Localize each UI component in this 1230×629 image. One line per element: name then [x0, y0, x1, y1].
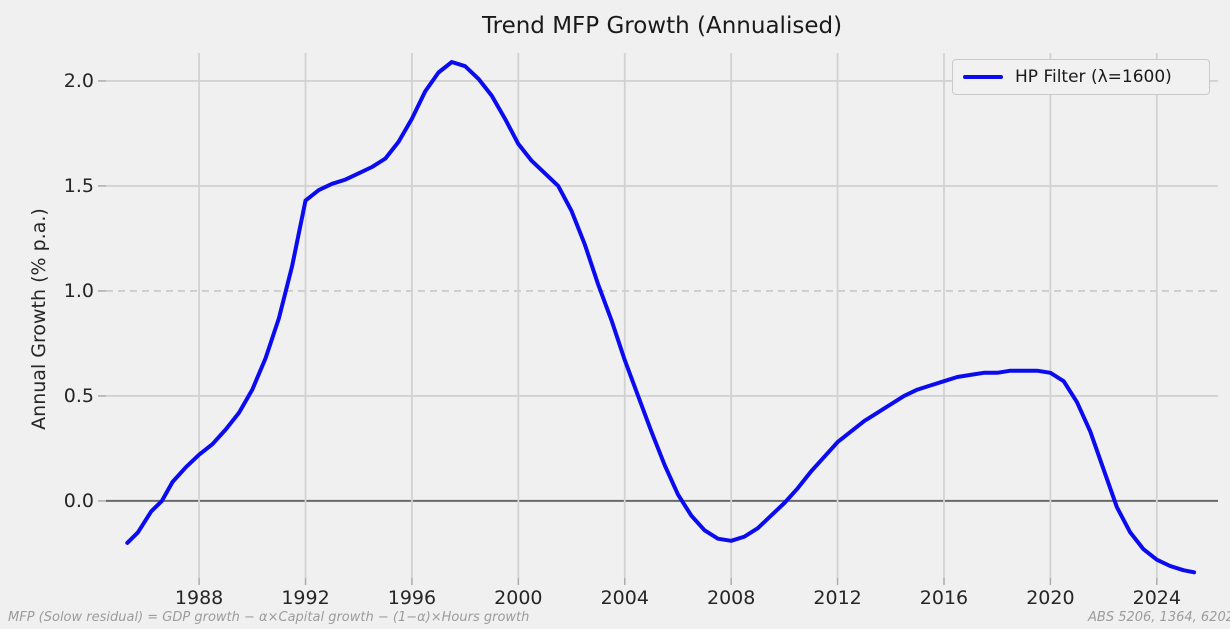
- x-tick-label: 2012: [813, 587, 861, 609]
- legend-line-swatch-icon: [963, 75, 1003, 79]
- y-axis-label: Annual Growth (% p.a.): [28, 208, 50, 430]
- footnote-source: ABS 5206, 1364, 6202: [1088, 610, 1230, 625]
- x-tick-label: 2008: [707, 587, 755, 609]
- x-tick-label: 2000: [494, 587, 542, 609]
- y-tick-label: 0.5: [64, 385, 94, 407]
- footnote-formula: MFP (Solow residual) = GDP growth − α×Ca…: [8, 610, 530, 625]
- y-tick-label: 1.5: [64, 175, 94, 197]
- y-tick-label: 2.0: [64, 70, 94, 92]
- x-tick-label: 2020: [1026, 587, 1074, 609]
- x-tick-label: 1996: [388, 587, 436, 609]
- x-tick-label: 1988: [175, 587, 223, 609]
- x-tick-label: 2024: [1133, 587, 1181, 609]
- y-tick-label: 1.0: [64, 280, 94, 302]
- hp-filter-line: [125, 60, 1197, 575]
- chart-title: Trend MFP Growth (Annualised): [481, 13, 843, 39]
- x-tick-label: 1992: [281, 587, 329, 609]
- x-tick-label: 2004: [601, 587, 649, 609]
- legend-label: HP Filter (λ=1600): [1015, 67, 1172, 87]
- legend: HP Filter (λ=1600): [952, 59, 1210, 95]
- x-tick-label: 2016: [920, 587, 968, 609]
- y-tick-label: 0.0: [64, 490, 94, 512]
